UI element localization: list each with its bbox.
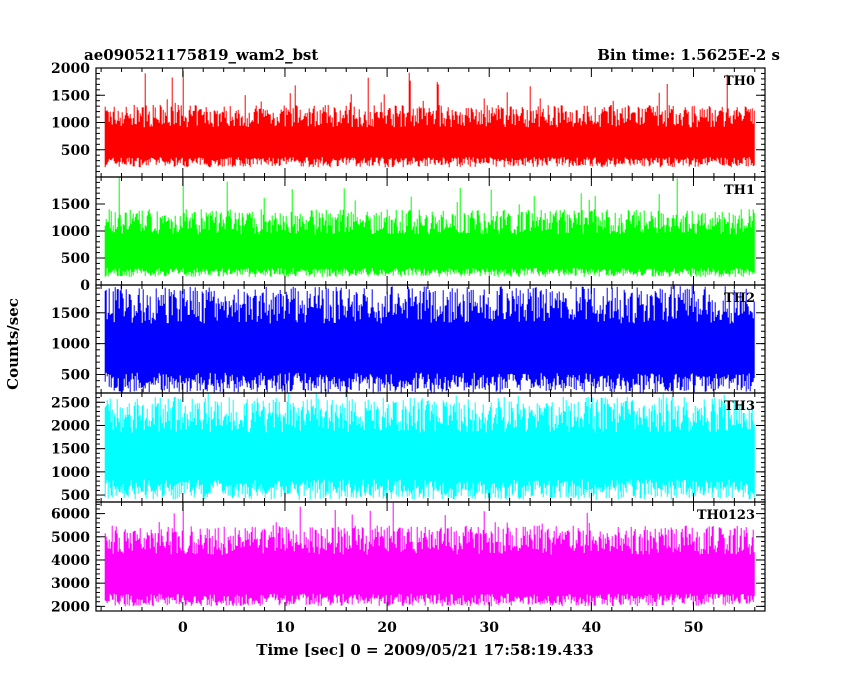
y-tick-label: 1500	[51, 306, 90, 322]
x-tick-label: 50	[684, 620, 704, 636]
y-tick-label: 1000	[51, 337, 90, 353]
panel-label-th1: TH1	[724, 183, 755, 198]
panel-label-th0: TH0	[724, 74, 755, 89]
y-tick-label: 1500	[51, 88, 90, 104]
y-tick-label: 500	[61, 143, 90, 159]
x-tick-label: 20	[377, 620, 397, 636]
y-tick-label: 500	[61, 367, 90, 383]
y-tick-label: 1000	[51, 465, 90, 481]
panel-th1: 0 500 1000 1500 TH1	[51, 176, 766, 294]
y-tick-label: 500	[61, 251, 90, 267]
y-tick-label: 1500	[51, 197, 90, 213]
y-tick-label: 4000	[51, 553, 90, 569]
figure-title-left: ae090521175819_wam2_bst	[84, 46, 318, 64]
y-tick-label: 2000	[51, 418, 90, 434]
panel-th0123: 2000 3000 4000 5000 6000 TH0123	[51, 501, 766, 615]
x-tick-label: 0	[178, 620, 188, 636]
y-tick-label: 6000	[51, 507, 90, 523]
y-tick-label: 1000	[51, 116, 90, 132]
series-trace-th2	[104, 285, 755, 393]
panel-th2: 500 1000 1500 TH2	[51, 284, 766, 394]
y-axis-label: Counts/sec	[4, 298, 22, 390]
y-tick-label: 3000	[51, 576, 90, 592]
y-tick-label: 1000	[51, 224, 90, 240]
y-tick-label: 500	[61, 488, 90, 504]
panel-frame	[95, 501, 766, 612]
panels-group: 500 1000 1500 2000 TH0 0 500 1000 1500 TH1 500 1000…	[51, 61, 766, 615]
figure-title-right: Bin time: 1.5625E-2 s	[597, 46, 780, 64]
y-tick-label: 5000	[51, 530, 90, 546]
panel-label-th0123: TH0123	[697, 508, 755, 523]
x-tick-labels: 0 10 20 30 40 50	[178, 620, 704, 636]
x-tick-label: 40	[582, 620, 602, 636]
y-tick-label: 0	[80, 278, 90, 294]
x-tick-label: 10	[275, 620, 295, 636]
series-trace-th3	[104, 393, 755, 500]
series-trace-th1	[104, 177, 755, 277]
y-tick-label: 2000	[51, 61, 90, 77]
panel-th0: 500 1000 1500 2000 TH0	[51, 61, 766, 178]
y-tick-label: 2000	[51, 599, 90, 615]
y-tick-label: 2500	[51, 395, 90, 411]
panel-label-th2: TH2	[724, 291, 755, 306]
panel-label-th3: TH3	[724, 399, 755, 414]
x-tick-label: 30	[479, 620, 499, 636]
series-trace-th0	[104, 70, 755, 168]
panel-th3: 500 1000 1500 2000 2500 TH3	[51, 392, 766, 504]
y-tick-label: 1500	[51, 442, 90, 458]
x-axis-label: Time [sec] 0 = 2009/05/21 17:58:19.433	[256, 641, 593, 659]
series-trace-th0123	[104, 502, 755, 607]
